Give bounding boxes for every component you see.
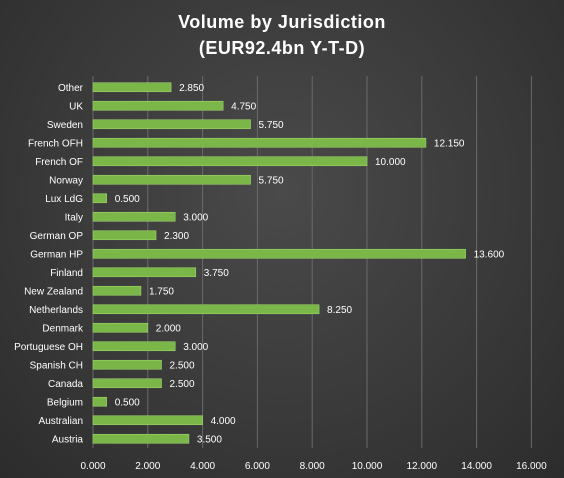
chart-title: Volume by Jurisdiction	[178, 12, 386, 32]
category-label: Denmark	[42, 323, 84, 334]
category-label: Other	[58, 83, 84, 94]
bar	[92, 100, 224, 111]
bar	[92, 137, 427, 148]
bar	[92, 82, 172, 93]
value-label: 2.300	[164, 231, 189, 242]
category-label: Belgium	[47, 397, 83, 408]
value-label: 3.000	[183, 212, 208, 223]
bar	[92, 378, 162, 389]
x-tick-label: 0.000	[80, 461, 105, 472]
value-label: 2.500	[170, 360, 195, 371]
category-label: Spanish CH	[30, 360, 83, 371]
bar	[92, 415, 203, 426]
x-tick-label: 10.000	[352, 461, 383, 472]
category-label: Italy	[65, 212, 83, 223]
x-tick-label: 2.000	[135, 461, 160, 472]
category-label: Finland	[50, 268, 83, 279]
bar	[92, 322, 149, 333]
category-label: Lux LdG	[45, 194, 83, 205]
chart-subtitle: (EUR92.4bn Y-T-D)	[198, 38, 366, 58]
bar	[92, 230, 157, 241]
value-label: 0.500	[115, 194, 140, 205]
bar	[92, 433, 190, 444]
value-label: 3.000	[183, 342, 208, 353]
bar	[92, 156, 368, 167]
category-label: French OFH	[28, 138, 83, 149]
bar	[92, 396, 107, 407]
value-label: 0.500	[115, 397, 140, 408]
value-label: 5.750	[259, 175, 284, 186]
value-label: 2.000	[156, 323, 181, 334]
category-label: New Zealand	[24, 286, 83, 297]
category-label: German OP	[30, 231, 84, 242]
value-label: 12.150	[434, 138, 465, 149]
value-label: 8.250	[327, 305, 352, 316]
x-tick-label: 16.000	[516, 461, 547, 472]
value-label: 4.000	[211, 416, 236, 427]
bar	[92, 267, 197, 278]
value-label: 3.750	[204, 268, 229, 279]
value-label: 4.750	[231, 101, 256, 112]
bar	[92, 341, 176, 352]
x-tick-label: 6.000	[245, 461, 270, 472]
value-label: 2.500	[170, 379, 195, 390]
x-tick-label: 8.000	[300, 461, 325, 472]
value-label: 5.750	[259, 120, 284, 131]
value-label: 13.600	[474, 249, 505, 260]
category-label: German HP	[30, 249, 83, 260]
category-label: Netherlands	[29, 305, 83, 316]
bar	[92, 193, 107, 204]
bar	[92, 119, 251, 130]
bar	[92, 359, 162, 370]
bar	[92, 304, 320, 315]
bar	[92, 174, 251, 185]
x-tick-label: 14.000	[461, 461, 492, 472]
category-label: Sweden	[47, 120, 83, 131]
category-label: French OF	[35, 157, 83, 168]
value-label: 2.850	[179, 83, 204, 94]
value-label: 1.750	[149, 286, 174, 297]
x-tick-label: 4.000	[190, 461, 215, 472]
bar	[92, 211, 176, 222]
category-label: UK	[69, 101, 83, 112]
value-label: 3.500	[197, 434, 222, 445]
category-label: Canada	[48, 379, 83, 390]
bar	[92, 285, 142, 296]
bar	[92, 248, 466, 259]
category-label: Australian	[39, 416, 83, 427]
x-tick-label: 12.000	[407, 461, 438, 472]
category-label: Austria	[52, 434, 84, 445]
category-label: Portuguese OH	[14, 342, 83, 353]
value-label: 10.000	[375, 157, 406, 168]
category-label: Norway	[49, 175, 83, 186]
